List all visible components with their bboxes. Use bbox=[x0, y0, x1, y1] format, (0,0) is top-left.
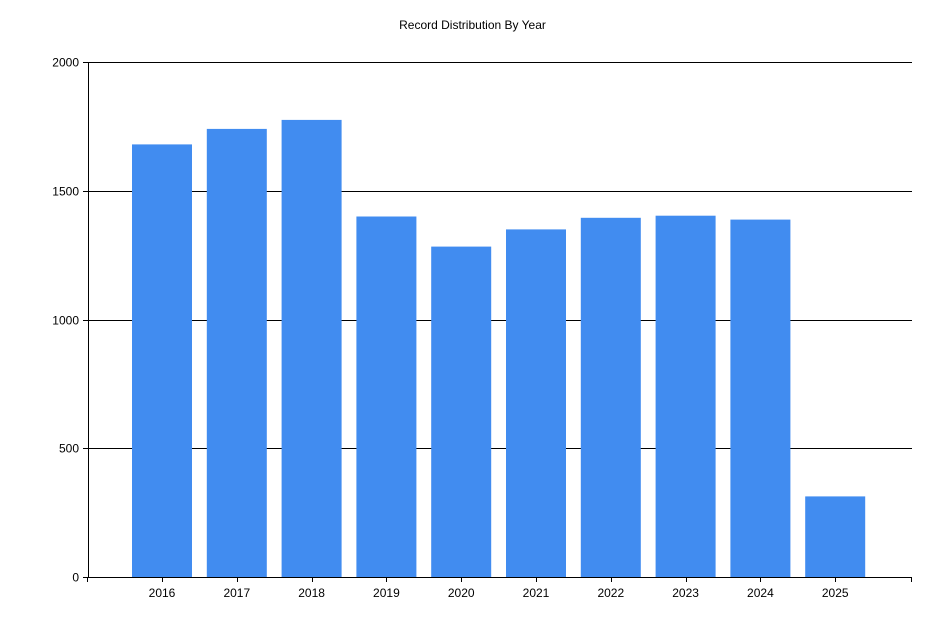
y-tick-label: 1000 bbox=[52, 314, 79, 328]
bar-2018 bbox=[281, 119, 342, 578]
x-tick-label: 2023 bbox=[672, 586, 699, 600]
x-tick-label: 2021 bbox=[523, 586, 550, 600]
x-tick-label: 2024 bbox=[747, 586, 774, 600]
x-tick-label: 2016 bbox=[149, 586, 176, 600]
y-tick-label: 500 bbox=[59, 442, 79, 456]
x-tick-label: 2025 bbox=[822, 586, 849, 600]
bar-2020 bbox=[431, 246, 492, 577]
x-tick-label: 2022 bbox=[597, 586, 624, 600]
chart-title: Record Distribution By Year bbox=[399, 18, 546, 32]
x-tick-label: 2017 bbox=[223, 586, 250, 600]
bar-2019 bbox=[356, 216, 417, 577]
x-tick-label: 2020 bbox=[448, 586, 475, 600]
bar-2017 bbox=[206, 128, 267, 577]
x-tick-label: 2018 bbox=[298, 586, 325, 600]
bar-2025 bbox=[805, 496, 866, 577]
bar-2024 bbox=[730, 219, 791, 577]
bar-2023 bbox=[655, 215, 716, 577]
x-tick-label: 2019 bbox=[373, 586, 400, 600]
bar-2016 bbox=[132, 144, 192, 577]
bar-2022 bbox=[580, 217, 641, 578]
bar-2021 bbox=[506, 229, 566, 577]
y-tick-label: 1500 bbox=[52, 185, 79, 199]
y-tick-label: 2000 bbox=[52, 56, 79, 70]
y-tick-label: 0 bbox=[72, 571, 79, 585]
